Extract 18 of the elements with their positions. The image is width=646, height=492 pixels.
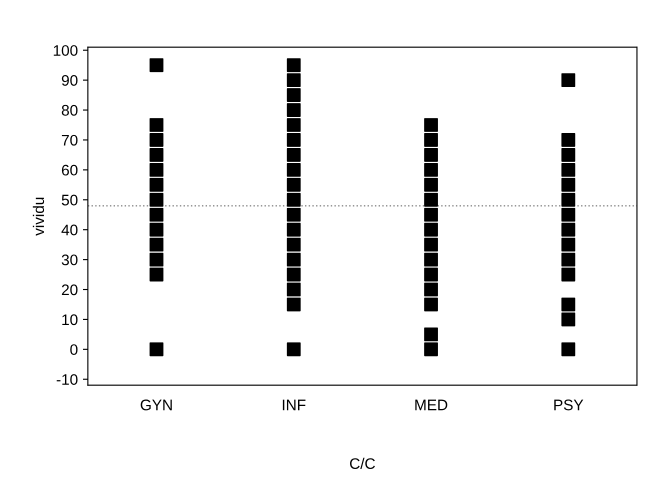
y-tick-label: 10 xyxy=(62,314,78,326)
x-axis-title: C/C xyxy=(350,458,375,470)
y-tick-label: 20 xyxy=(62,284,78,296)
x-tick-label: GYN xyxy=(140,400,172,410)
x-tick-label: PSY xyxy=(554,400,584,410)
x-tick-label: MED xyxy=(415,400,448,410)
y-tick-label: 80 xyxy=(62,104,78,116)
y-tick-label: 40 xyxy=(61,224,78,236)
y-tick-label: 50 xyxy=(62,194,78,206)
y-axis-title: vividu xyxy=(32,198,44,236)
y-tick-label: 30 xyxy=(62,254,78,266)
y-tick-label: 90 xyxy=(62,75,78,86)
y-tick-label: 70 xyxy=(62,134,78,146)
x-tick-label: INF xyxy=(282,400,306,410)
y-tick-label: -10 xyxy=(56,374,78,385)
y-tick-label: 100 xyxy=(54,45,78,56)
y-tick-label: 60 xyxy=(62,164,78,176)
y-tick-label: 0 xyxy=(70,344,78,356)
